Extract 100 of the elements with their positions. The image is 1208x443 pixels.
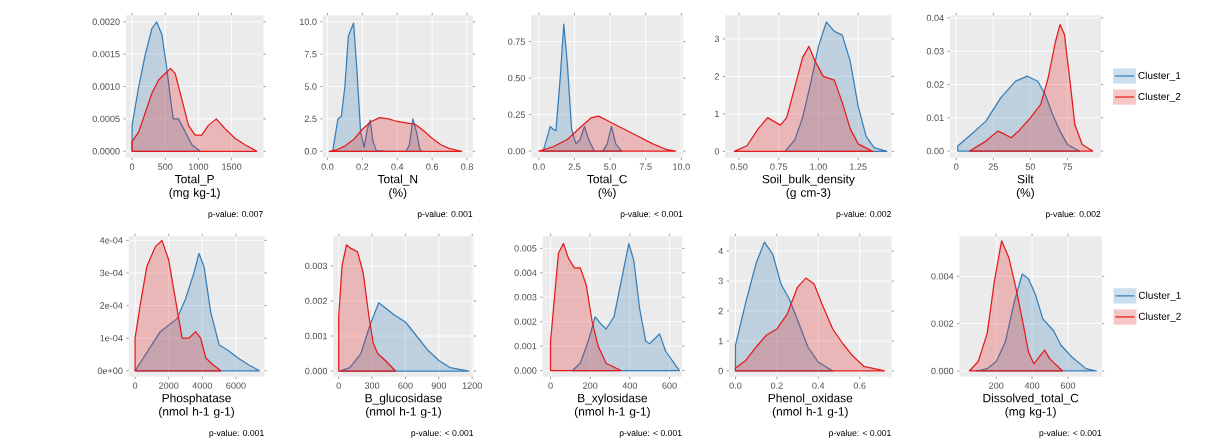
y-tick-label: 0e+00 xyxy=(97,367,123,375)
x-axis-title: Dissolved_total_C (mg kg-1) xyxy=(983,393,1079,419)
y-tick-label: 0.004 xyxy=(514,269,537,277)
y-tick-label: 2.5 xyxy=(304,115,317,123)
x-tick-label: 0.0 xyxy=(321,163,334,171)
legend-label: Cluster_2 xyxy=(1138,312,1181,323)
y-tick-label: 0.004 xyxy=(931,273,954,280)
x-tick-label: 0 xyxy=(132,382,138,390)
x-tick-label: 0.2 xyxy=(770,382,783,390)
x-tick-label: 400 xyxy=(622,382,638,390)
x-tick-label: 1.00 xyxy=(810,163,827,171)
text: p-value: 0.001 xyxy=(209,429,264,438)
x-tick-label: 0.4 xyxy=(812,382,825,390)
y-tick-label: 3e-04 xyxy=(100,269,123,277)
x-tick-label: 900 xyxy=(431,382,447,390)
y-tick-label: 2e-04 xyxy=(100,302,123,309)
x-tick-label: 75 xyxy=(1062,163,1073,171)
y-tick-label: 0.002 xyxy=(514,318,537,326)
x-axis-title: Soil_bulk_density (g cm-3) xyxy=(762,174,855,200)
y-tick-label: 0.005 xyxy=(514,245,537,252)
y-tick-label: 0.000 xyxy=(931,367,954,375)
text: p-value: 0.002 xyxy=(1045,210,1101,219)
y-tick-label: 7.5 xyxy=(304,51,317,58)
x-tick-label: 0.6 xyxy=(853,382,866,390)
y-tick-label: 10.0 xyxy=(299,18,317,26)
x-tick-label: 200 xyxy=(583,382,598,390)
y-tick-label: 0.50 xyxy=(508,75,526,82)
x-tick-label: 0.0 xyxy=(532,163,545,171)
x-tick-label: 1.25 xyxy=(850,163,867,171)
y-tick-label: 0.001 xyxy=(514,343,537,350)
y-tick-label: 5.0 xyxy=(304,83,317,90)
y-tick-label: 0.000 xyxy=(514,367,537,374)
x-axis-title: Total_C (%) xyxy=(587,174,627,200)
text: p-value: 0.001 xyxy=(417,210,473,219)
text: p-value: < 0.001 xyxy=(1039,429,1102,438)
y-tick-label: 0.02 xyxy=(926,81,944,88)
x-axis-title: Phosphatase (nmol h-1 g-1) xyxy=(159,393,234,419)
x-tick-label: 0.8 xyxy=(461,163,473,171)
y-tick-label: 2 xyxy=(718,308,723,315)
x-axis-title: B_glucosidase (nmol h-1 g-1) xyxy=(365,393,442,419)
y-tick-label: 0.00 xyxy=(508,148,526,155)
y-tick-label: 0.002 xyxy=(931,320,954,328)
y-tick-label: 1 xyxy=(715,110,719,118)
x-axis-title: B_xylosidase (nmol h-1 g-1) xyxy=(574,393,650,419)
y-tick-label: 0.0015 xyxy=(92,51,120,58)
y-tick-label: 0.04 xyxy=(926,14,944,22)
legend-label: Cluster_1 xyxy=(1138,291,1181,301)
x-tick-label: 5.0 xyxy=(604,163,617,171)
text: p-value: 0.002 xyxy=(836,210,891,219)
x-tick-label: 50 xyxy=(1025,163,1036,171)
x-tick-label: 0 xyxy=(336,382,341,390)
y-tick-label: 3 xyxy=(714,35,720,43)
x-tick-label: 2000 xyxy=(159,382,179,390)
x-tick-label: 0.0 xyxy=(729,382,742,390)
x-tick-label: 2.5 xyxy=(568,163,581,171)
y-tick-label: 4 xyxy=(718,248,723,255)
y-tick-label: 0.000 xyxy=(305,368,328,375)
x-tick-label: 0 xyxy=(954,163,959,171)
x-tick-label: 1500 xyxy=(222,163,242,171)
y-tick-label: 0.01 xyxy=(926,114,944,122)
x-tick-label: 400 xyxy=(1024,382,1040,390)
y-tick-label: 0.0000 xyxy=(92,148,120,155)
legend-label: Cluster_1 xyxy=(1138,71,1181,82)
y-tick-label: 0.003 xyxy=(514,294,537,301)
x-tick-label: 4000 xyxy=(192,382,213,390)
text: p-value: < 0.001 xyxy=(620,210,683,219)
x-tick-label: 600 xyxy=(662,382,677,390)
x-tick-label: 0 xyxy=(548,382,553,390)
y-tick-label: 0.0020 xyxy=(92,18,120,26)
x-tick-label: 600 xyxy=(398,382,413,390)
y-tick-label: 1e-04 xyxy=(100,335,123,342)
y-tick-label: 0.75 xyxy=(508,38,525,45)
y-tick-label: 0.25 xyxy=(508,111,525,119)
y-tick-label: 1 xyxy=(718,338,723,345)
x-tick-label: 0.75 xyxy=(770,163,788,171)
x-tick-label: 600 xyxy=(1060,382,1076,390)
y-tick-label: 0.002 xyxy=(305,297,328,305)
x-axis-title: Total_N (%) xyxy=(377,174,418,200)
y-tick-label: 4e-04 xyxy=(99,237,123,244)
x-tick-label: 200 xyxy=(989,382,1004,390)
x-tick-label: 0 xyxy=(129,163,135,171)
x-tick-label: 0.6 xyxy=(426,163,439,171)
x-tick-label: 0.2 xyxy=(356,163,369,171)
y-tick-label: 0.00 xyxy=(926,148,944,155)
y-tick-label: 0 xyxy=(718,367,723,375)
y-tick-label: 0.003 xyxy=(305,262,328,270)
x-tick-label: 0.4 xyxy=(391,163,404,171)
x-tick-label: 25 xyxy=(988,163,998,171)
x-axis-title: Phenol_oxidase (nmol h-1 g-1) xyxy=(768,393,853,419)
y-tick-label: 0.0005 xyxy=(92,115,120,123)
x-tick-label: 1200 xyxy=(462,382,482,390)
x-tick-label: 300 xyxy=(364,382,380,390)
x-axis-title: Total_P (mg kg-1) xyxy=(169,174,220,200)
x-axis-title: Silt (%) xyxy=(1016,174,1034,200)
y-tick-label: 0.001 xyxy=(305,332,328,340)
y-tick-label: 0.0 xyxy=(304,148,317,155)
legend-label: Cluster_2 xyxy=(1138,92,1181,103)
x-tick-label: 1000 xyxy=(189,163,209,171)
text: p-value: < 0.001 xyxy=(619,429,682,438)
y-tick-label: 0.03 xyxy=(926,48,944,55)
